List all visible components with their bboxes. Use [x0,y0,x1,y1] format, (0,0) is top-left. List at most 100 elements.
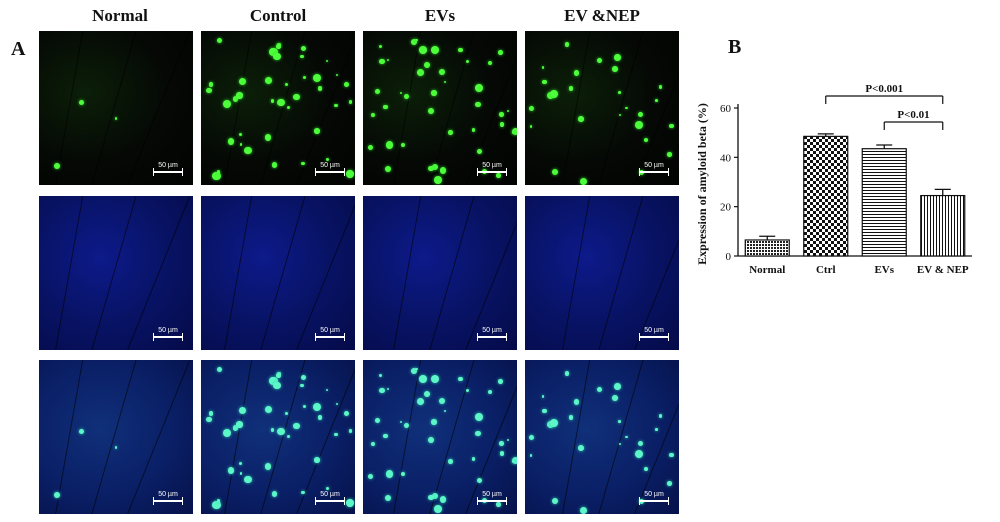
fluorescent-spot [374,88,380,94]
fluorescent-spot [54,492,61,499]
fluorescent-spot [384,495,391,502]
fluorescent-spot [496,173,501,178]
fluorescent-spot [317,415,323,420]
amyloid-beta-bar-chart: Expression of amyloid beta (%) 0 20 40 60 N… [690,34,990,294]
fluorescent-spot [474,84,483,93]
fluorescent-spot [326,158,330,162]
fluorescent-spot [444,409,447,413]
fluorescent-spot [293,422,300,430]
fluorescent-spot [427,165,434,172]
fluorescent-spot [403,422,409,428]
fluorescent-spot [667,152,672,157]
fluorescent-spot [564,42,569,47]
micrograph-control-merged: 50 µm [201,360,355,514]
scale-bar: 50 µm [639,162,669,176]
fluorescent-spot [273,53,281,61]
fluorescent-spot [300,54,304,59]
fluorescent-spot [669,452,674,458]
fluorescent-spot [227,467,234,474]
scale-bar-label: 50 µm [320,491,340,498]
scale-bar-label: 50 µm [482,327,502,334]
fluorescent-spot [644,467,649,472]
fluorescent-spot [382,104,388,110]
fluorescent-spot [206,87,212,94]
tissue-streak [392,196,423,350]
fluorescent-spot [379,387,385,393]
fluorescent-spot [488,61,493,66]
micrograph-normal-merged: 50 µm [39,360,193,514]
fluorescent-spot [541,79,547,85]
tissue-streak [90,196,139,350]
chart-svg: Expression of amyloid beta (%) 0 20 40 60 N… [695,83,972,276]
micrograph-evs-dapi: 50 µm [363,196,517,350]
fluorescent-spot [276,44,281,49]
significance-label: P<0.001 [865,83,903,95]
fluorescent-spot [382,433,388,439]
fluorescent-spot [574,399,580,405]
fluorescent-spot [579,506,587,514]
fluorescent-spot [579,177,587,185]
fluorescent-spot [232,425,239,431]
tissue-streak [561,196,592,350]
fluorescent-spot [511,460,515,464]
fluorescent-spot [433,505,442,513]
y-tick-label: 60 [720,103,732,115]
fluorescent-spot [529,435,534,441]
fluorescent-spot [427,107,435,115]
fluorescent-spot [439,167,447,174]
fluorescent-spot [433,176,442,184]
fluorescent-spot [271,491,278,498]
fluorescent-spot [569,415,574,420]
fluorescent-spot [326,487,330,491]
fluorescent-spot [511,131,515,135]
fluorescent-spot [277,99,285,107]
fluorescent-spot [419,375,428,383]
fluorescent-spot [264,405,272,413]
fluorescent-spot [312,73,321,83]
fluorescent-spot [411,39,418,46]
fluorescent-spot [618,420,621,423]
fluorescent-spot [265,463,272,470]
fluorescent-spot [496,502,501,507]
fluorescent-spot [271,162,278,169]
scale-bar-label: 50 µm [644,162,664,169]
fluorescent-spot [458,376,463,382]
fluorescent-spot [303,76,307,80]
micrograph-normal-dapi: 50 µm [39,196,193,350]
fluorescent-spot [286,106,290,110]
y-tick-label: 20 [720,202,732,214]
fluorescent-spot [499,122,505,127]
fluorescent-spot [574,70,580,76]
scale-bar-line [153,333,183,341]
scale-bar-label: 50 µm [482,491,502,498]
fluorescent-spot [577,445,584,451]
fluorescent-spot [284,83,288,87]
column-title-ev-nep: EV &NEP [564,6,640,25]
x-tick-label: Ctrl [816,264,836,276]
fluorescent-spot [549,90,558,99]
fluorescent-spot [232,96,239,102]
fluorescent-spot [78,428,84,434]
fluorescent-spot [411,368,418,375]
scale-bar: 50 µm [477,162,507,176]
fluorescent-spot [431,163,439,171]
fluorescent-spot [419,46,428,54]
fluorescent-spot [431,419,437,425]
fluorescent-spot [596,386,602,392]
fluorescent-spot [348,429,353,433]
fluorescent-spot [541,408,547,414]
fluorescent-spot [346,170,354,178]
fluorescent-spot [625,435,629,439]
tissue-streak [561,31,592,185]
fluorescent-spot [427,494,434,501]
chart-annotations: P<0.001 P<0.01 [825,83,944,130]
fluorescent-spot [270,99,275,103]
fluorescent-spot [216,170,221,174]
column-title-evs: EVs [424,6,456,25]
fluorescent-spot [667,481,672,486]
y-tick-label: 40 [720,152,732,164]
fluorescent-spot [476,149,482,155]
fluorescent-spot [227,138,234,145]
fluorescent-spot [448,459,453,464]
fluorescent-spot [276,373,281,378]
